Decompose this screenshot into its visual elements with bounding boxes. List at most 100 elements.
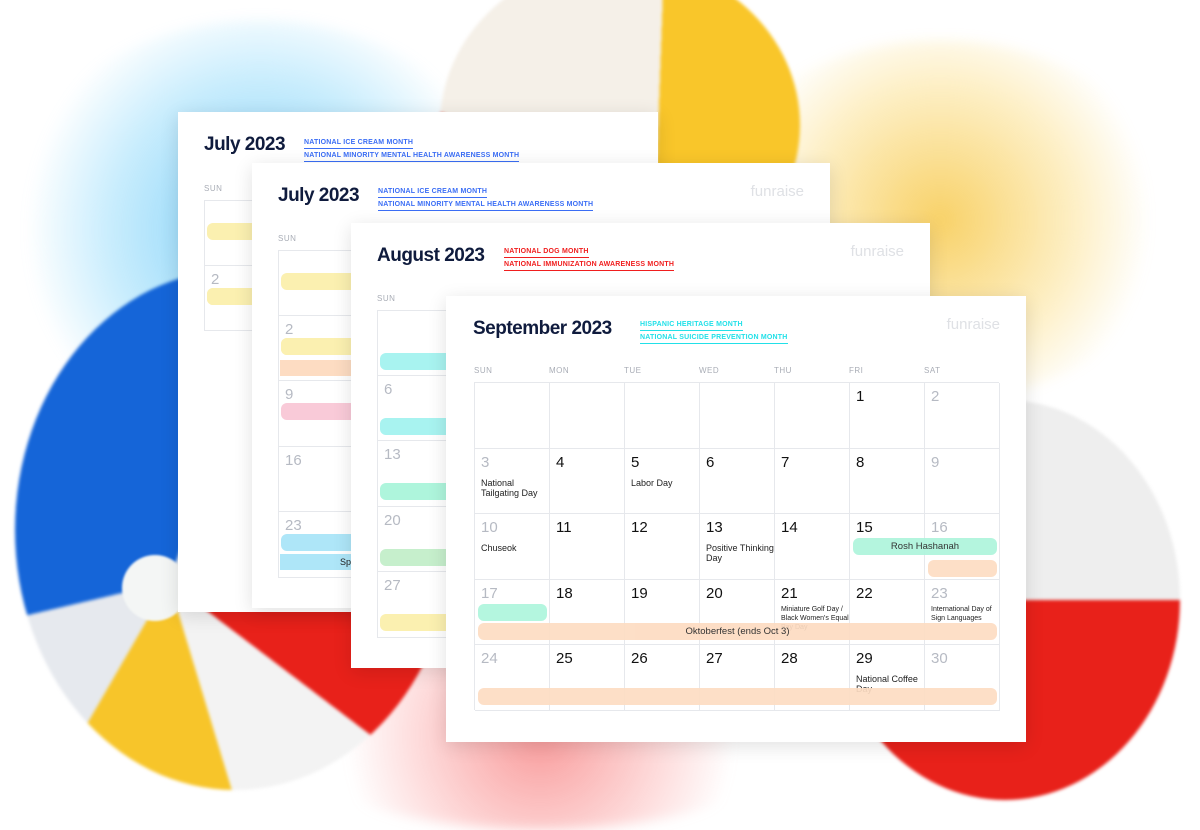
day-cell[interactable] — [475, 383, 550, 449]
day-number: 10 — [481, 519, 498, 536]
event-bar[interactable] — [281, 403, 356, 420]
day-of-week-header: FRI — [849, 366, 864, 375]
day-cell[interactable]: 20 — [377, 506, 455, 572]
day-cell[interactable]: 16 — [925, 514, 1000, 580]
event-bar[interactable] — [281, 534, 356, 551]
day-of-week-header: SAT — [924, 366, 941, 375]
day-number: 27 — [706, 650, 723, 667]
day-number: 20 — [384, 511, 401, 529]
day-number: 24 — [481, 650, 498, 667]
day-cell[interactable]: 2 — [278, 315, 356, 381]
day-cell[interactable]: 17 — [475, 579, 550, 645]
day-cell[interactable]: 1 — [850, 383, 925, 449]
observance-month-link[interactable]: NATIONAL DOG MONTH — [504, 246, 589, 258]
calendar-title: September 2023 — [473, 318, 612, 339]
day-number: 22 — [856, 584, 873, 602]
calendar-title: July 2023 — [204, 134, 286, 155]
day-cell[interactable]: 23 International Day of Sign Languages — [925, 579, 1000, 645]
observance-month-link[interactable]: HISPANIC HERITAGE MONTH — [640, 319, 743, 331]
observance-month-link[interactable]: NATIONAL MINORITY MENTAL HEALTH AWARENES… — [378, 199, 594, 211]
event-bar[interactable] — [380, 614, 455, 631]
day-cell[interactable]: 28 — [775, 645, 850, 711]
day-cell[interactable]: 24 — [475, 645, 550, 711]
day-number: 27 — [384, 577, 401, 594]
day-of-week-header: SUN — [377, 294, 396, 303]
day-number: 12 — [631, 519, 648, 536]
day-cell[interactable] — [377, 310, 455, 376]
event-bar[interactable] — [380, 417, 455, 435]
day-number: 14 — [781, 519, 798, 536]
day-cell[interactable]: 14 — [775, 514, 850, 580]
event-bar[interactable] — [281, 337, 356, 355]
day-event: National Tailgating Day — [481, 477, 538, 498]
event-bar[interactable] — [380, 548, 455, 566]
day-cell[interactable]: 22 — [850, 579, 925, 645]
calendar-grid: 1 2 3 National Tailgating Day 4 5 Labor Day 6 7 8… — [474, 382, 1000, 711]
day-cell[interactable]: 30 — [925, 645, 1000, 711]
day-event: Chuseok — [481, 543, 517, 553]
day-cell[interactable]: 27 — [377, 572, 455, 638]
observance-month-link[interactable]: NATIONAL ICE CREAM MONTH — [378, 186, 488, 198]
day-number: 16 — [931, 519, 948, 536]
day-cell[interactable]: 6 — [377, 375, 455, 441]
day-of-week-header: TUE — [624, 366, 642, 375]
day-cell[interactable]: 13 — [377, 441, 455, 507]
observance-month-link[interactable]: NATIONAL SUICIDE PREVENTION MONTH — [640, 332, 788, 344]
funraise-logo: funraise — [750, 183, 804, 200]
day-cell[interactable]: 27 — [700, 645, 775, 711]
day-of-week-header: SUN — [204, 184, 223, 193]
observance-month-link[interactable]: NATIONAL IMMUNIZATION AWARENESS MONTH — [504, 259, 675, 271]
day-cell[interactable]: 12 — [625, 514, 700, 580]
day-of-week-header: SUN — [278, 234, 297, 243]
event-bar[interactable] — [478, 603, 547, 621]
day-cell[interactable]: 25 — [550, 645, 625, 711]
day-cell[interactable]: 11 — [550, 514, 625, 580]
day-cell[interactable]: 7 — [775, 448, 850, 514]
day-cell[interactable]: 26 — [625, 645, 700, 711]
day-number: 29 — [856, 650, 873, 667]
day-number: 15 — [856, 519, 873, 536]
day-cell[interactable] — [700, 383, 775, 449]
day-cell[interactable]: 3 National Tailgating Day — [475, 448, 550, 514]
day-cell[interactable]: 13 Positive Thinking Day — [700, 514, 775, 580]
event-bar[interactable] — [281, 273, 356, 290]
calendar-title: August 2023 — [377, 245, 485, 266]
day-cell[interactable]: 6 — [700, 448, 775, 514]
event-bar[interactable] — [380, 483, 455, 500]
day-number: 28 — [781, 650, 798, 667]
day-cell[interactable]: 20 — [700, 579, 775, 645]
day-cell[interactable]: 9 — [925, 448, 1000, 514]
day-cell[interactable]: 19 — [625, 579, 700, 645]
event-bar[interactable]: Oktoberfest (ends Oct 3) — [478, 622, 997, 640]
day-cell[interactable] — [278, 250, 356, 316]
event-bar[interactable] — [928, 560, 997, 577]
observance-months: NATIONAL DOG MONTH NATIONAL IMMUNIZATION … — [504, 246, 675, 272]
day-cell[interactable]: 5 Labor Day — [625, 448, 700, 514]
day-cell[interactable] — [550, 383, 625, 449]
day-number: 9 — [285, 386, 294, 403]
event-bar[interactable] — [478, 688, 997, 705]
day-of-week-header: WED — [699, 366, 720, 375]
day-cell[interactable]: 9 — [278, 381, 356, 447]
day-cell[interactable]: 2 — [925, 383, 1000, 449]
day-cell[interactable]: 4 — [550, 448, 625, 514]
event-bar[interactable]: Rosh Hashanah — [853, 538, 997, 555]
day-number: 8 — [856, 453, 865, 471]
day-number: 6 — [384, 380, 393, 398]
day-event: Labor Day — [631, 477, 673, 488]
day-cell[interactable]: 8 — [850, 448, 925, 514]
day-number: 18 — [556, 584, 573, 602]
day-number: 13 — [706, 519, 723, 536]
observance-months: NATIONAL ICE CREAM MONTH NATIONAL MINORIT… — [378, 186, 594, 212]
day-cell[interactable] — [775, 383, 850, 449]
day-cell[interactable]: 18 — [550, 579, 625, 645]
calendar-title: July 2023 — [278, 185, 360, 206]
day-cell[interactable]: 16 — [278, 446, 353, 512]
day-number: 5 — [631, 453, 640, 471]
observance-month-link[interactable]: NATIONAL MINORITY MENTAL HEALTH AWARENES… — [304, 150, 520, 162]
event-bar[interactable] — [380, 353, 455, 370]
day-cell[interactable]: 10 Chuseok — [475, 514, 550, 580]
day-cell[interactable] — [625, 383, 700, 449]
day-number: 16 — [285, 451, 302, 469]
observance-month-link[interactable]: NATIONAL ICE CREAM MONTH — [304, 137, 414, 149]
